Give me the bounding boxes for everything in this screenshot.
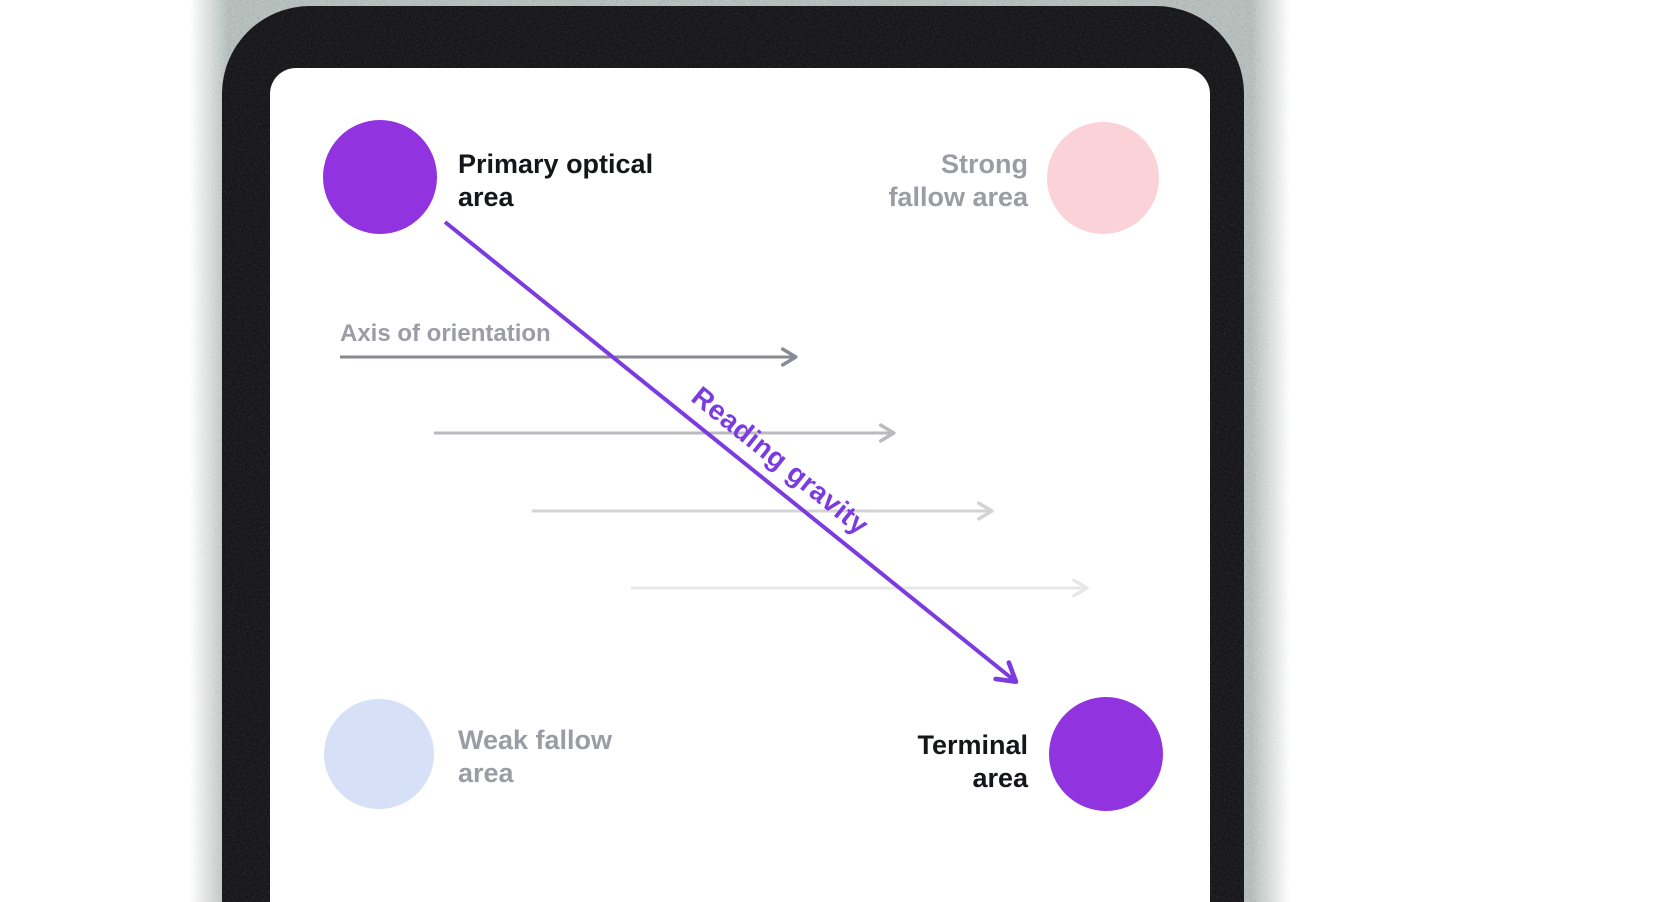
- primary-optical-label: Primary optical area: [458, 148, 653, 214]
- strong-fallow-circle: [1047, 122, 1159, 234]
- reading-gravity-arrow: [443, 220, 1019, 685]
- primary-optical-label-line1: Primary optical: [458, 149, 654, 179]
- primary-optical-label-line2: area: [458, 182, 514, 212]
- strong-fallow-label-line1: Strong: [941, 149, 1028, 179]
- terminal-circle: [1049, 697, 1163, 811]
- diagram-card: Primary optical area Strong fallow area …: [270, 68, 1210, 902]
- weak-fallow-label: Weak fallow area: [458, 724, 612, 790]
- strong-fallow-label: Strong fallow area: [888, 148, 1028, 214]
- terminal-label-line2: area: [972, 763, 1028, 793]
- terminal-label: Terminal area: [917, 729, 1028, 795]
- primary-optical-circle: [323, 120, 437, 234]
- weak-fallow-label-line1: Weak fallow: [458, 725, 613, 755]
- axis-of-orientation-label: Axis of orientation: [340, 320, 551, 347]
- weak-fallow-label-line2: area: [458, 758, 514, 788]
- weak-fallow-circle: [324, 699, 434, 809]
- terminal-label-line1: Terminal: [917, 730, 1028, 760]
- strong-fallow-label-line2: fallow area: [888, 182, 1028, 212]
- arrows-layer: [340, 220, 1089, 685]
- device-frame: Primary optical area Strong fallow area …: [222, 6, 1244, 902]
